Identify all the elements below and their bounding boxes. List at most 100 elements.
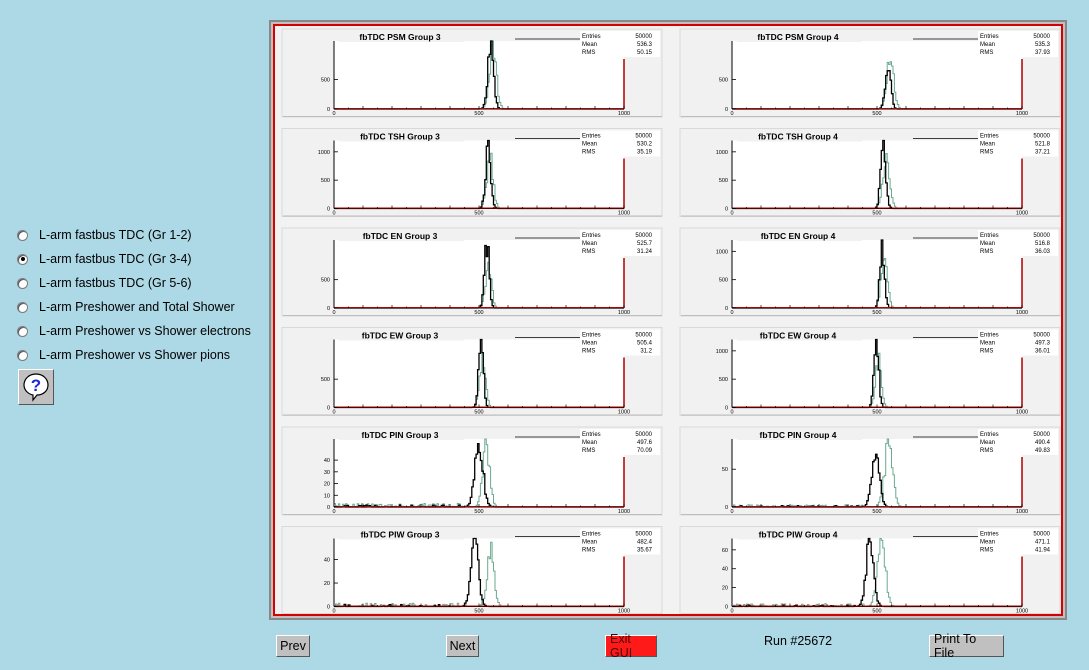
histogram-title: fbTDC EN Group 3 (363, 231, 438, 241)
x-tick-label: 1000 (1016, 111, 1028, 117)
stats-rms-label: RMS (582, 150, 595, 156)
x-tick-label: 0 (332, 509, 335, 515)
x-tick-label: 0 (730, 609, 733, 615)
option-gr-1-2[interactable]: L-arm fastbus TDC (Gr 1-2) (17, 223, 262, 247)
y-tick-label: 0 (327, 406, 330, 412)
x-tick-label: 0 (730, 310, 733, 316)
stats-rms-label: RMS (980, 50, 993, 56)
histogram-title: fbTDC EW Group 3 (362, 331, 439, 341)
stats-box (978, 31, 1058, 57)
prev-button[interactable]: Prev (276, 635, 310, 657)
x-tick-label: 0 (332, 410, 335, 416)
stats-mean-value: 471.1 (1035, 540, 1051, 546)
x-tick-label: 500 (872, 410, 881, 416)
y-tick-label: 1000 (318, 150, 330, 156)
y-tick-label: 40 (722, 567, 728, 573)
x-tick-label: 0 (332, 310, 335, 316)
radio-button[interactable] (17, 229, 28, 241)
option-label: L-arm fastbus TDC (Gr 5-6) (39, 276, 192, 290)
x-tick-label: 1000 (618, 509, 630, 515)
stats-rms-value: 50.15 (637, 50, 653, 56)
histogram-pad: 0 500 1000 0 20 40 fbTDC PIW Group 3 Entries 500… (281, 526, 663, 615)
x-tick-label: 1000 (1016, 609, 1028, 615)
next-button[interactable]: Next (446, 635, 479, 657)
print-label: Print To File (934, 632, 977, 660)
y-tick-label: 1000 (716, 349, 728, 355)
x-tick-label: 500 (872, 509, 881, 515)
radio-button[interactable] (17, 325, 28, 337)
x-tick-label: 1000 (1016, 211, 1028, 217)
plot-area (732, 41, 1022, 109)
y-tick-label: 0 (327, 605, 330, 611)
stats-rms-label: RMS (582, 448, 595, 454)
stats-entries-value: 50000 (635, 333, 652, 339)
exit-gui-button[interactable]: Exit GUI (605, 632, 657, 660)
stats-entries-value: 50000 (1033, 333, 1050, 339)
y-tick-label: 20 (722, 586, 728, 592)
option-preshower-pions[interactable]: L-arm Preshower vs Shower pions (17, 343, 262, 367)
stats-rms-value: 37.21 (1035, 150, 1051, 156)
stats-box (978, 130, 1058, 157)
radio-button[interactable] (17, 301, 28, 313)
option-preshower-total[interactable]: L-arm Preshower and Total Shower (17, 295, 262, 319)
histogram-title: fbTDC EW Group 4 (760, 331, 837, 341)
x-tick-label: 1000 (618, 609, 630, 615)
stats-entries-label: Entries (582, 432, 601, 438)
stats-entries-value: 50000 (1033, 34, 1050, 40)
x-tick-label: 0 (332, 609, 335, 615)
histogram-pad: 0 500 1000 0 50 fbTDC PIN Group 4 Entries 50000… (679, 426, 1061, 516)
y-tick-label: 500 (321, 377, 330, 383)
x-tick-label: 500 (474, 410, 483, 416)
plot-area (334, 140, 624, 209)
y-tick-label: 1000 (716, 150, 728, 156)
option-gr-3-4[interactable]: L-arm fastbus TDC (Gr 3-4) (17, 247, 262, 271)
stats-rms-value: 41.94 (1035, 548, 1051, 554)
stats-entries-label: Entries (980, 233, 999, 239)
stats-mean-label: Mean (582, 142, 597, 148)
histogram-pad: 0 500 1000 0 10 20 30 40 fbTDC PIN Group 3 Entrie… (281, 426, 663, 516)
stats-mean-value: 516.8 (1035, 241, 1051, 247)
stats-entries-value: 50000 (635, 134, 652, 140)
stats-entries-label: Entries (980, 34, 999, 40)
radio-button-selected[interactable] (17, 253, 28, 265)
histogram-title: fbTDC PIW Group 4 (759, 530, 838, 540)
x-tick-label: 1000 (618, 111, 630, 117)
option-label: L-arm Preshower vs Shower pions (39, 348, 231, 362)
title-box (339, 130, 464, 142)
title-box (339, 230, 464, 241)
y-tick-label: 40 (324, 558, 330, 564)
stats-mean-label: Mean (980, 341, 995, 347)
stats-box (580, 31, 660, 57)
radio-button[interactable] (17, 277, 28, 289)
histogram-title: fbTDC TSH Group 4 (758, 132, 838, 142)
stats-mean-value: 535.3 (1035, 42, 1051, 48)
stats-mean-label: Mean (980, 142, 995, 148)
stats-entries-label: Entries (980, 432, 999, 438)
print-to-file-button[interactable]: Print To File (929, 632, 1004, 660)
y-tick-label: 0 (725, 505, 728, 511)
stats-mean-label: Mean (980, 42, 995, 48)
stats-rms-value: 31.24 (637, 249, 653, 255)
radio-button[interactable] (17, 349, 28, 361)
stats-rms-label: RMS (980, 548, 993, 554)
stats-rms-value: 36.01 (1035, 349, 1051, 355)
help-button[interactable]: ? (18, 369, 54, 405)
stats-entries-value: 50000 (635, 233, 652, 239)
title-box (737, 329, 862, 341)
histogram-title: fbTDC EN Group 4 (761, 231, 836, 241)
stats-rms-value: 36.03 (1035, 249, 1051, 255)
y-tick-label: 0 (725, 406, 728, 412)
x-tick-label: 500 (474, 509, 483, 515)
x-tick-label: 500 (474, 111, 483, 117)
stats-box (978, 230, 1058, 256)
y-tick-label: 20 (324, 581, 330, 587)
y-tick-label: 20 (324, 482, 330, 488)
x-tick-label: 500 (872, 211, 881, 217)
option-preshower-electrons[interactable]: L-arm Preshower vs Shower electrons (17, 319, 262, 343)
plot-area (732, 240, 1022, 308)
option-label: L-arm fastbus TDC (Gr 3-4) (39, 252, 192, 266)
y-tick-label: 0 (327, 107, 330, 113)
option-gr-5-6[interactable]: L-arm fastbus TDC (Gr 5-6) (17, 271, 262, 295)
y-tick-label: 40 (324, 458, 330, 464)
question-mark-bubble-icon: ? (23, 373, 49, 402)
